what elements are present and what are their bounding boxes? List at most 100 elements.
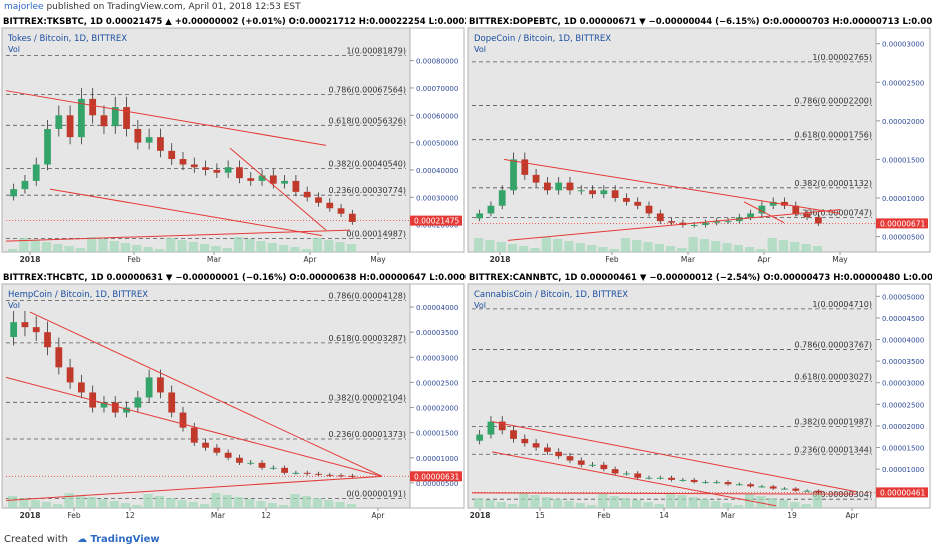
volume-bar <box>19 498 29 508</box>
volume-bar <box>711 241 721 252</box>
tradingview-brand[interactable]: TradingView <box>90 534 160 545</box>
volume-bar <box>507 244 518 252</box>
y-tick-label: 0.00000500 <box>416 480 458 488</box>
candle-body <box>544 182 551 191</box>
volume-bar <box>143 247 153 252</box>
volume-bar <box>620 498 631 508</box>
candle-body <box>236 457 243 463</box>
author-link[interactable]: majorlee <box>4 2 44 12</box>
plot-area <box>467 283 877 509</box>
volume-bar <box>778 500 789 508</box>
candle-body <box>702 482 709 484</box>
volume-bar <box>553 239 563 252</box>
volume-bar <box>677 495 687 508</box>
candle-body <box>315 197 322 203</box>
volume-bar <box>166 238 176 252</box>
candle-body <box>566 182 574 191</box>
candle-body <box>690 479 698 483</box>
volume-bar <box>346 504 356 508</box>
x-tick-label: Mar <box>211 511 226 520</box>
last-price-label: 0.00000631 <box>414 472 460 481</box>
volume-bar <box>19 238 29 252</box>
fib-level-label: 0.382(0.00040540) <box>329 159 407 168</box>
volume-bar <box>632 240 642 252</box>
chart-svg: BITTREX:DOPEBTC, 1D 0.00000671 ▼ −0.0000… <box>466 14 932 264</box>
y-tick-label: 0.00030000 <box>416 194 458 202</box>
y-tick-label: 0.00060000 <box>416 112 458 120</box>
candle-body <box>21 180 29 190</box>
y-tick-label: 0.00070000 <box>416 85 458 93</box>
candle-body <box>623 198 630 202</box>
volume-bar <box>335 242 345 252</box>
volume-bar <box>290 247 300 252</box>
y-tick-label: 0.00001500 <box>882 156 924 164</box>
candle-body <box>577 460 585 465</box>
volume-bar <box>98 239 108 252</box>
candle-body <box>123 107 130 129</box>
volume-bar <box>120 503 131 508</box>
last-price-label: 0.00000461 <box>880 488 926 497</box>
candle-body <box>702 222 709 225</box>
trendline <box>743 201 785 224</box>
candle-body <box>157 377 164 393</box>
volume-bar <box>64 493 74 508</box>
volume-bar <box>496 502 506 508</box>
volume-bar <box>211 246 221 252</box>
fib-level-label: 1(0.00004710) <box>812 300 872 309</box>
volume-bar <box>801 244 811 252</box>
candle-body <box>589 190 596 195</box>
volume-bar <box>541 497 552 508</box>
volume-bar <box>812 493 822 508</box>
candle-body <box>747 484 754 487</box>
candle-body <box>281 180 288 184</box>
volume-bar <box>75 248 86 252</box>
volume-bar <box>553 499 563 508</box>
volume-bar <box>166 498 176 508</box>
volume-bar <box>53 504 63 508</box>
candle-body <box>337 208 345 214</box>
trendline <box>491 421 857 493</box>
volume-bar <box>346 244 356 252</box>
volume-bar <box>474 238 484 252</box>
volume-bar <box>98 499 108 508</box>
candle-body <box>269 175 277 184</box>
volume-bar <box>733 245 743 252</box>
candle-body <box>521 159 529 175</box>
fib-level-label: 0.236(0.00001344) <box>795 445 873 454</box>
x-tick-label: Apr <box>304 255 318 264</box>
candle-body <box>690 225 698 226</box>
volume-bar <box>756 249 766 252</box>
candle-body <box>179 412 187 428</box>
volume-bar <box>312 498 323 508</box>
candle-body <box>134 397 142 408</box>
candle-body <box>634 201 642 206</box>
volume-bar <box>643 502 653 508</box>
volume-bar <box>324 240 334 252</box>
candle-body <box>803 490 811 492</box>
fib-level-label: 0.382(0.00001987) <box>795 417 873 426</box>
y-tick-label: 0.00050000 <box>416 140 458 148</box>
volume-bar <box>222 248 232 252</box>
volume-bar <box>575 243 585 252</box>
y-tick-label: 0.00001500 <box>416 430 458 438</box>
volume-bar <box>75 495 86 508</box>
fib-level-label: 0.786(0.00003767) <box>795 341 873 350</box>
candle-body <box>157 137 164 151</box>
volume-bar <box>654 504 664 508</box>
y-tick-label: 0.00001500 <box>882 445 924 453</box>
volume-bar <box>132 505 142 508</box>
candle-body <box>281 467 288 473</box>
volume-bar <box>744 247 755 252</box>
volume-bar <box>598 494 608 508</box>
volume-bar <box>53 244 63 252</box>
volume-bar <box>609 496 619 508</box>
candle-body <box>202 442 209 448</box>
y-tick-label: 0.00002500 <box>882 401 924 409</box>
candle-body <box>487 205 495 214</box>
candle-body <box>348 475 356 477</box>
x-tick-label: Feb <box>67 511 81 520</box>
volume-bar <box>519 493 529 508</box>
candle-body <box>555 451 563 457</box>
volume-bar <box>665 493 676 508</box>
trendline <box>5 376 383 477</box>
